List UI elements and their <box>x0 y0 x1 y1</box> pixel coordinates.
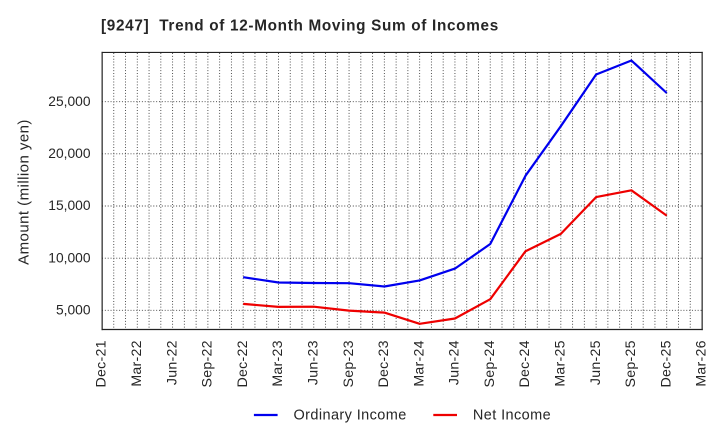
svg-text:15,000: 15,000 <box>48 198 91 213</box>
svg-text:Ordinary Income: Ordinary Income <box>294 408 407 424</box>
svg-text:20,000: 20,000 <box>48 146 91 161</box>
svg-text:Dec-25: Dec-25 <box>658 340 674 387</box>
svg-text:Mar-23: Mar-23 <box>270 340 286 386</box>
svg-text:Dec-24: Dec-24 <box>517 340 533 387</box>
svg-text:5,000: 5,000 <box>56 302 91 317</box>
svg-text:Sep-24: Sep-24 <box>482 340 498 387</box>
svg-text:Dec-21: Dec-21 <box>94 340 110 387</box>
svg-text:Jun-23: Jun-23 <box>305 340 321 385</box>
svg-text:Dec-22: Dec-22 <box>235 340 251 387</box>
svg-text:Mar-25: Mar-25 <box>553 340 569 386</box>
svg-text:Mar-22: Mar-22 <box>129 340 145 386</box>
svg-text:Sep-23: Sep-23 <box>341 340 357 387</box>
svg-text:Jun-25: Jun-25 <box>588 340 604 385</box>
svg-text:Mar-24: Mar-24 <box>411 340 427 386</box>
svg-text:Jun-24: Jun-24 <box>447 340 463 385</box>
svg-text:Dec-23: Dec-23 <box>376 340 392 387</box>
svg-text:Jun-22: Jun-22 <box>164 340 180 385</box>
svg-text:Net Income: Net Income <box>473 408 551 424</box>
svg-text:10,000: 10,000 <box>48 250 91 265</box>
svg-text:Sep-22: Sep-22 <box>200 340 216 387</box>
svg-text:25,000: 25,000 <box>48 94 91 109</box>
svg-text:[9247] Trend of 12-Month Movi: [9247] Trend of 12-Month Moving Sum of I… <box>101 17 499 34</box>
svg-text:Mar-26: Mar-26 <box>694 340 710 386</box>
svg-text:Sep-25: Sep-25 <box>623 340 639 387</box>
svg-text:Amount (million yen): Amount (million yen) <box>16 119 33 265</box>
